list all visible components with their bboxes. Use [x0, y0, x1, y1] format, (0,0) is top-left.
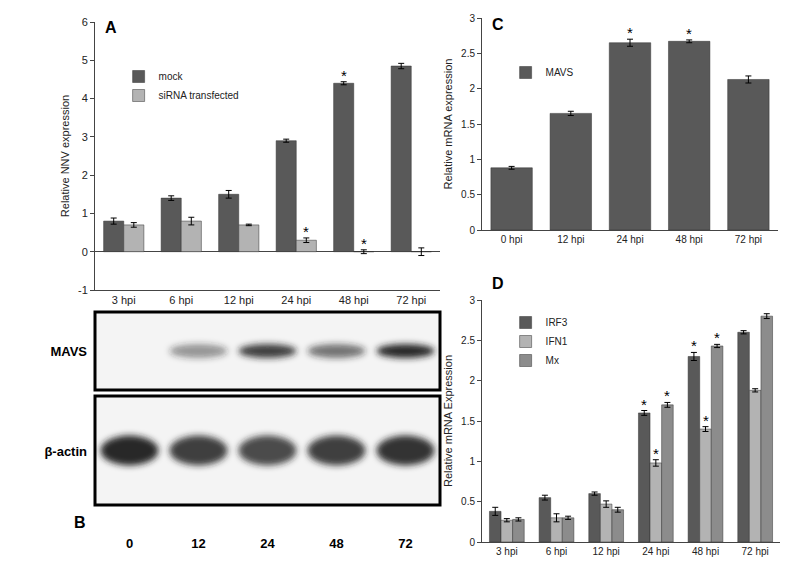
- svg-text:C: C: [492, 16, 504, 33]
- svg-text:*: *: [653, 445, 659, 462]
- svg-text:72 hpi: 72 hpi: [396, 294, 426, 306]
- svg-text:2: 2: [469, 375, 475, 386]
- svg-text:24 hpi: 24 hpi: [616, 234, 643, 245]
- svg-text:2: 2: [82, 169, 88, 181]
- svg-text:0.5: 0.5: [461, 496, 475, 507]
- svg-text:72: 72: [398, 536, 412, 551]
- svg-text:*: *: [703, 412, 709, 429]
- svg-text:1.5: 1.5: [461, 119, 475, 130]
- svg-text:72 hpi: 72 hpi: [742, 546, 769, 557]
- svg-text:1: 1: [469, 154, 475, 165]
- svg-text:*: *: [691, 337, 697, 354]
- svg-text:MAVS: MAVS: [50, 344, 87, 359]
- svg-text:6: 6: [82, 16, 88, 28]
- svg-text:mock: mock: [159, 71, 184, 82]
- svg-text:0: 0: [82, 246, 88, 258]
- svg-text:6 hpi: 6 hpi: [169, 294, 193, 306]
- svg-text:3: 3: [469, 13, 475, 24]
- svg-text:72 hpi: 72 hpi: [735, 234, 762, 245]
- svg-text:*: *: [641, 396, 647, 413]
- svg-text:3 hpi: 3 hpi: [112, 294, 136, 306]
- svg-text:-1: -1: [78, 284, 88, 296]
- svg-text:MAVS: MAVS: [546, 67, 574, 78]
- svg-text:Relative mRNA expression: Relative mRNA expression: [442, 59, 454, 190]
- svg-text:*: *: [714, 329, 720, 346]
- svg-text:*: *: [664, 387, 670, 404]
- svg-text:6 hpi: 6 hpi: [546, 546, 568, 557]
- svg-text:0: 0: [469, 225, 475, 236]
- svg-text:*: *: [341, 67, 347, 84]
- svg-text:0: 0: [469, 537, 475, 548]
- svg-text:1: 1: [469, 456, 475, 467]
- svg-text:2: 2: [469, 83, 475, 94]
- svg-text:1: 1: [82, 207, 88, 219]
- svg-text:β-actin: β-actin: [44, 444, 87, 459]
- svg-text:*: *: [361, 235, 367, 252]
- svg-text:12 hpi: 12 hpi: [593, 546, 620, 557]
- svg-text:24 hpi: 24 hpi: [642, 546, 669, 557]
- svg-text:A: A: [105, 19, 117, 36]
- svg-text:Relative mRNA Expression: Relative mRNA Expression: [442, 355, 454, 487]
- svg-text:3: 3: [82, 131, 88, 143]
- svg-text:2.5: 2.5: [461, 335, 475, 346]
- svg-text:12: 12: [191, 536, 205, 551]
- svg-text:48: 48: [329, 536, 343, 551]
- svg-text:24: 24: [260, 536, 275, 551]
- svg-text:0 hpi: 0 hpi: [501, 234, 523, 245]
- svg-text:48 hpi: 48 hpi: [676, 234, 703, 245]
- svg-text:IFN1: IFN1: [546, 336, 568, 347]
- svg-text:Relative NNV expression: Relative NNV expression: [59, 95, 71, 217]
- svg-text:0: 0: [126, 536, 133, 551]
- svg-text:24 hpi: 24 hpi: [281, 294, 311, 306]
- svg-text:48 hpi: 48 hpi: [339, 294, 369, 306]
- svg-text:5: 5: [82, 54, 88, 66]
- svg-text:4: 4: [82, 92, 88, 104]
- svg-text:3 hpi: 3 hpi: [496, 546, 518, 557]
- svg-text:0.5: 0.5: [461, 189, 475, 200]
- svg-text:*: *: [627, 24, 633, 41]
- svg-text:D: D: [492, 275, 504, 292]
- svg-text:siRNA transfected: siRNA transfected: [159, 90, 239, 101]
- svg-text:Mx: Mx: [546, 355, 559, 366]
- svg-text:12 hpi: 12 hpi: [224, 294, 254, 306]
- svg-text:IRF3: IRF3: [546, 317, 568, 328]
- svg-text:3: 3: [469, 295, 475, 306]
- svg-text:B: B: [74, 514, 86, 531]
- svg-text:1.5: 1.5: [461, 416, 475, 427]
- svg-text:12 hpi: 12 hpi: [557, 234, 584, 245]
- svg-text:*: *: [303, 223, 309, 240]
- svg-text:2.5: 2.5: [461, 48, 475, 59]
- svg-text:48 hpi: 48 hpi: [692, 546, 719, 557]
- svg-text:*: *: [686, 25, 692, 42]
